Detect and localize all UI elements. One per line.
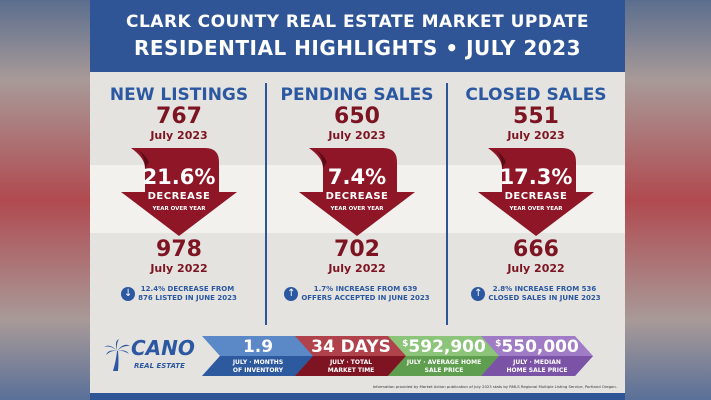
background-right <box>623 0 711 400</box>
down-arrow-icon: ↓ <box>121 287 136 301</box>
current-label: July 2023 <box>507 129 565 142</box>
change-period: YEAR OVER YEAR <box>330 206 384 212</box>
current-value: 767 <box>156 104 202 129</box>
column-title: PENDING SALES <box>280 85 434 105</box>
logo-sub: REAL ESTATE <box>134 362 185 370</box>
stat-column: NEW LISTINGS 767 July 2023 21.6% DECREAS… <box>90 72 268 328</box>
stat-prefix: $ <box>495 339 502 349</box>
source-note: Information provided by Market Action pu… <box>372 384 617 389</box>
note-line-2: CLOSED SALES IN JUNE 2023 <box>488 294 601 302</box>
decrease-arrow-icon: 7.4% DECREASE YEAR OVER YEAR <box>297 146 417 236</box>
change-percent: 7.4% <box>327 165 387 189</box>
stat-label-2: SALE PRICE <box>424 367 464 374</box>
prior-value: 666 <box>513 237 559 262</box>
stat-label-1: JULY · MEDIAN <box>513 359 561 366</box>
header-subtitle: RESIDENTIAL HIGHLIGHTS • JULY 2023 <box>133 36 582 60</box>
stat-chevron: $592,900 JULY · AVERAGE HOME SALE PRICE <box>388 336 500 376</box>
stat-label-2: OF INVENTORY <box>232 367 284 374</box>
current-value: 650 <box>334 104 380 129</box>
monthly-note: ↑ 1.7% INCREASE FROM 639 OFFERS ACCEPTED … <box>268 285 446 303</box>
monthly-note: ↓ 12.4% DECREASE FROM 876 LISTED IN JUNE … <box>90 285 268 303</box>
decrease-arrow-icon: 17.3% DECREASE YEAR OVER YEAR <box>476 146 596 236</box>
current-label: July 2023 <box>150 129 208 142</box>
note-line-1: 2.8% INCREASE FROM 536 <box>492 285 597 293</box>
divider <box>446 83 448 325</box>
change-direction: DECREASE <box>325 191 389 202</box>
stat-label-1: JULY · TOTAL <box>329 359 373 366</box>
infographic: CLARK COUNTY REAL ESTATE MARKET UPDATE R… <box>90 0 625 400</box>
change-percent: 21.6% <box>142 165 216 189</box>
current-value: 551 <box>513 104 559 129</box>
header: CLARK COUNTY REAL ESTATE MARKET UPDATE R… <box>90 0 625 72</box>
note-line-2: 876 LISTED IN JUNE 2023 <box>138 294 237 302</box>
stat-label-1: JULY · MONTHS <box>232 359 284 366</box>
monthly-note: ↑ 2.8% INCREASE FROM 536 CLOSED SALES IN … <box>447 285 625 303</box>
cano-logo: CANO REAL ESTATE <box>104 337 198 375</box>
prior-label: July 2022 <box>150 262 208 275</box>
note-line-1: 12.4% DECREASE FROM <box>140 285 235 293</box>
stat-label-2: HOME SALE PRICE <box>506 367 568 374</box>
decrease-arrow-icon: 21.6% DECREASE YEAR OVER YEAR <box>119 146 239 236</box>
divider <box>265 83 267 325</box>
stat-value: 34 DAYS <box>311 337 391 357</box>
prior-value: 702 <box>334 237 380 262</box>
prior-label: July 2022 <box>507 262 565 275</box>
palm-tree-icon <box>104 339 130 371</box>
stat-column: PENDING SALES 650 July 2023 7.4% DECREAS… <box>268 72 446 328</box>
up-arrow-icon: ↑ <box>284 287 299 301</box>
stat-chevron: 34 DAYS JULY · TOTAL MARKET TIME <box>295 336 407 376</box>
current-label: July 2023 <box>328 129 386 142</box>
stat-chevron: 1.9 JULY · MONTHS OF INVENTORY <box>202 336 314 376</box>
stat-column: CLOSED SALES 551 July 2023 17.3% DECREAS… <box>447 72 625 328</box>
up-arrow-icon: ↑ <box>471 287 486 301</box>
logo-name: CANO <box>131 336 195 360</box>
stat-value: 592,900 <box>408 337 486 357</box>
column-title: CLOSED SALES <box>465 85 607 105</box>
footer-bar <box>90 393 625 400</box>
stat-value: 550,000 <box>501 337 579 357</box>
prior-value: 978 <box>156 237 202 262</box>
change-direction: DECREASE <box>147 191 211 202</box>
change-direction: DECREASE <box>504 191 568 202</box>
background-left <box>0 0 92 400</box>
header-title: CLARK COUNTY REAL ESTATE MARKET UPDATE <box>125 12 590 32</box>
prior-label: July 2022 <box>328 262 386 275</box>
stat-value: 1.9 <box>242 337 274 357</box>
stat-chevron: $550,000 JULY · MEDIAN HOME SALE PRICE <box>481 336 593 376</box>
change-percent: 17.3% <box>499 165 573 189</box>
change-period: YEAR OVER YEAR <box>509 206 563 212</box>
stat-label-1: JULY · AVERAGE HOME <box>406 359 482 366</box>
stat-prefix: $ <box>402 339 409 349</box>
stat-label-2: MARKET TIME <box>327 367 375 374</box>
change-period: YEAR OVER YEAR <box>152 206 206 212</box>
column-title: NEW LISTINGS <box>109 85 249 105</box>
note-line-1: 1.7% INCREASE FROM 639 <box>313 285 418 293</box>
note-line-2: OFFERS ACCEPTED IN JUNE 2023 <box>301 294 430 302</box>
